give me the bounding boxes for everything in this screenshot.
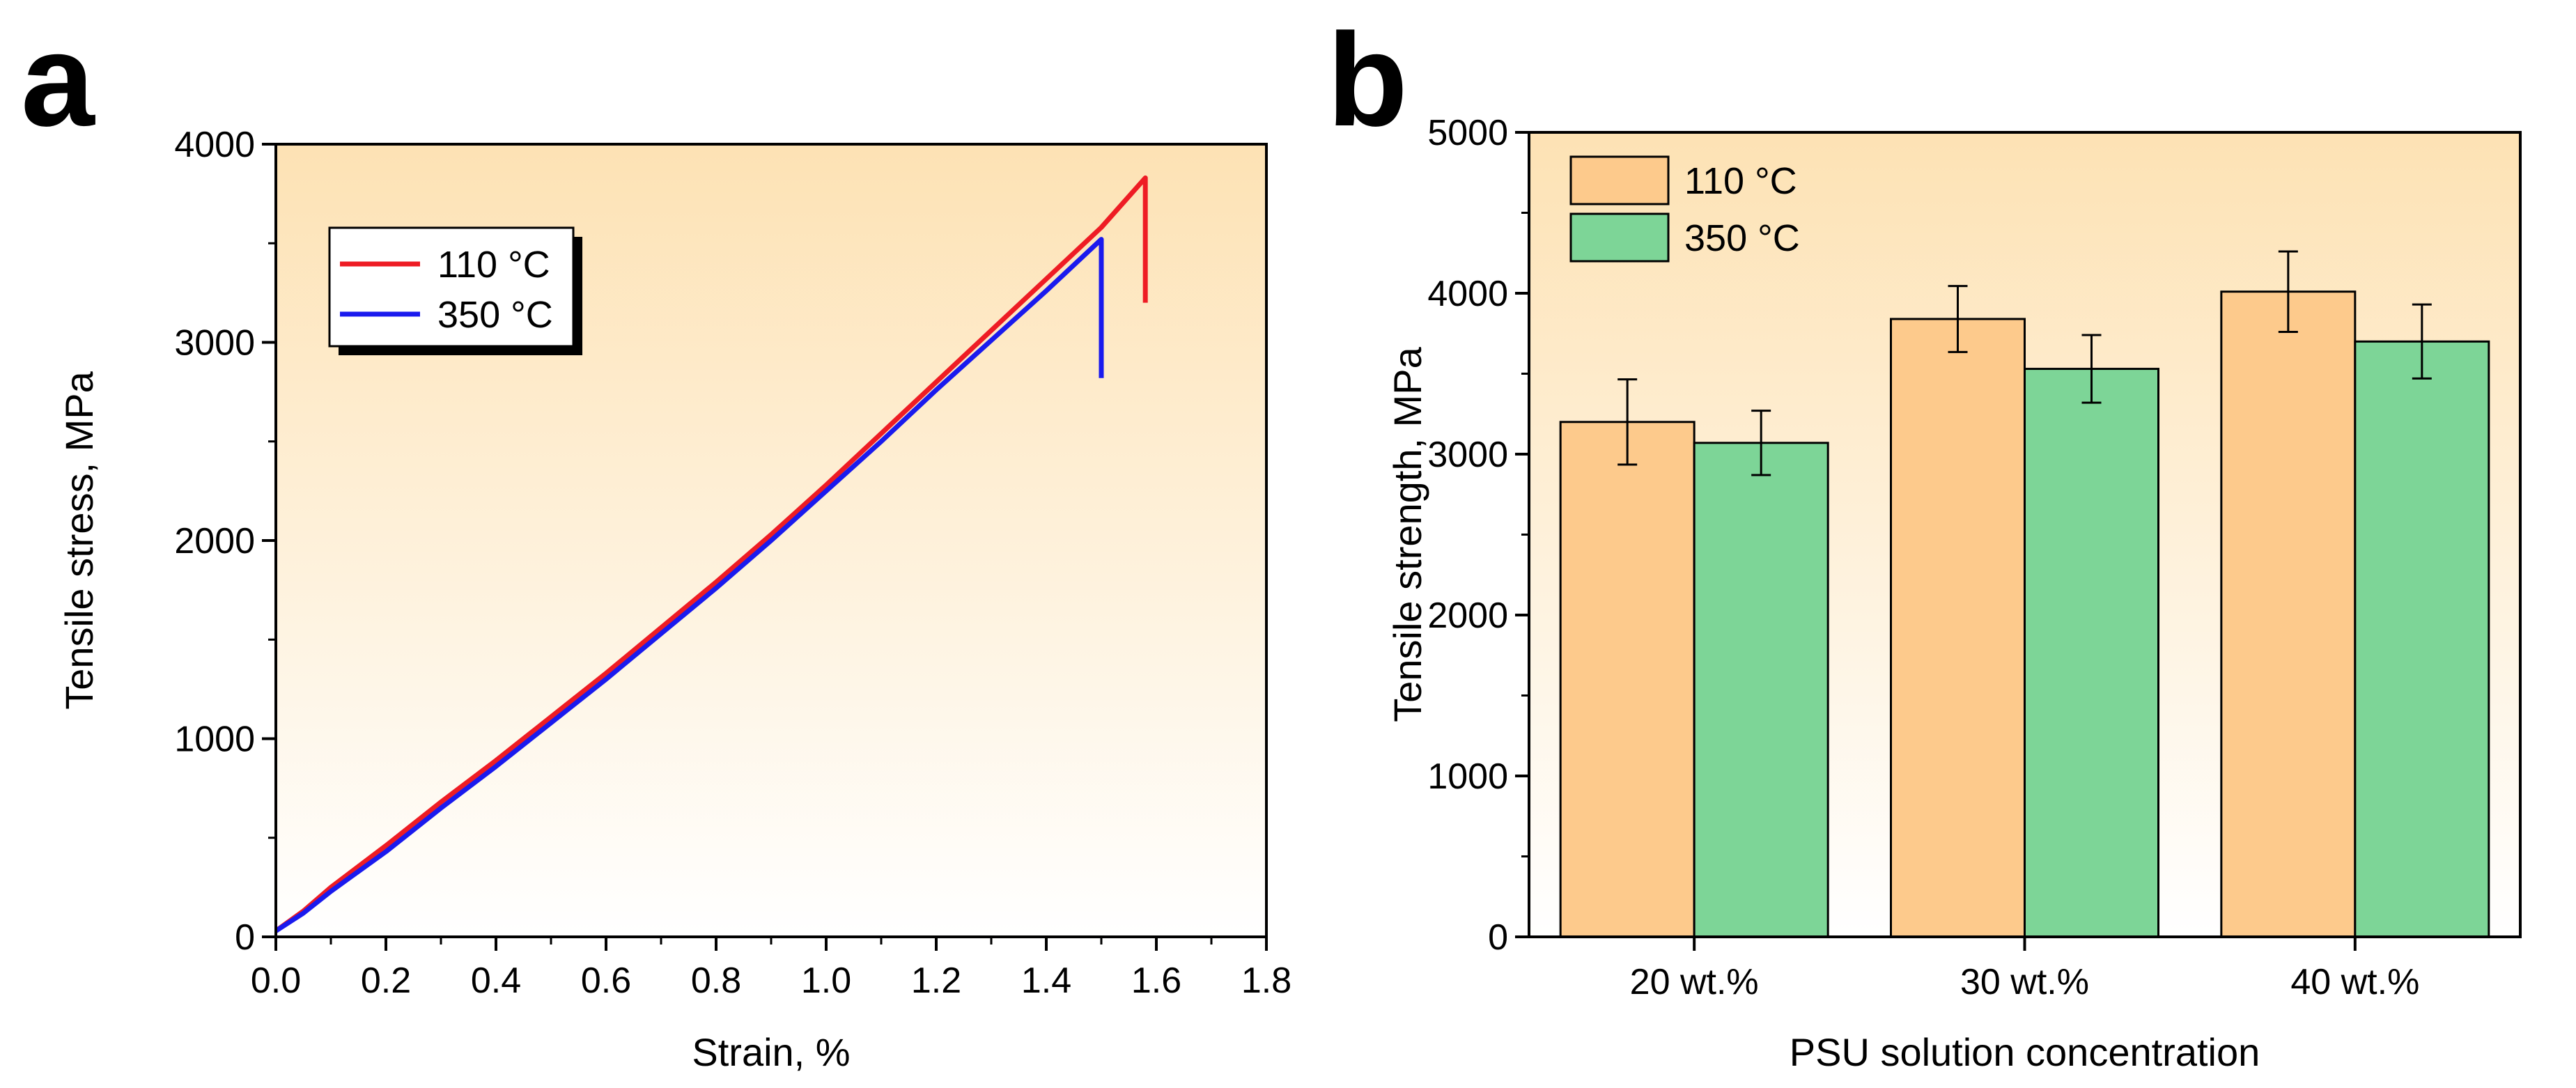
y-tick-label: 2000 xyxy=(1427,596,1508,636)
x-tick-label: 1.8 xyxy=(1241,961,1291,1001)
legend-label-2: 350 °C xyxy=(437,294,553,336)
y-tick-label: 0 xyxy=(1488,917,1508,958)
panel-b-letter: b xyxy=(1327,6,1408,154)
x-tick-label: 40 wt.% xyxy=(2290,962,2419,1002)
legend-label-1: 110 °C xyxy=(437,244,550,286)
bar-2-3 xyxy=(2354,340,2490,938)
error-bar-1-1 xyxy=(1617,378,1638,466)
error-bar-2-3 xyxy=(2412,303,2432,380)
x-tick-label: 1.4 xyxy=(1021,961,1071,1001)
error-bar-1-3 xyxy=(2278,250,2298,333)
legend-swatch-1 xyxy=(1569,155,1670,205)
x-tick-label: 0.2 xyxy=(361,961,411,1001)
panel-a-line-chart: 0.0 0.2 0.4 0.6 0.8 1.0 1.2 1.4 1.6 1.8 0 1000 2000… xyxy=(57,125,1291,1074)
bar-1-3 xyxy=(2220,290,2357,938)
panel-a-y-axis-title: Tensile stress, MPa xyxy=(57,371,101,709)
series-line-1 xyxy=(274,175,1148,933)
panel-b-x-ticks: 20 wt.% 30 wt.% 40 wt.% xyxy=(1630,937,2419,1002)
x-tick-label: 30 wt.% xyxy=(1960,962,2089,1002)
error-bar-2-2 xyxy=(2081,334,2102,404)
panel-a-legend: 110 °C 350 °C xyxy=(328,226,582,355)
x-tick-label: 1.6 xyxy=(1131,961,1181,1001)
y-tick-label: 3000 xyxy=(174,323,255,364)
panel-b-bar-chart: 20 wt.% 30 wt.% 40 wt.% 0 1000 2000 3000 4000 5… xyxy=(1386,113,2522,1074)
bar-1-1 xyxy=(1559,421,1696,938)
panel-a-letter: a xyxy=(21,6,95,154)
x-tick-label: 0.6 xyxy=(581,961,631,1001)
panel-a-x-ticks: 0.0 0.2 0.4 0.6 0.8 1.0 1.2 1.4 1.6 1.8 xyxy=(251,937,1291,1001)
series-line-2 xyxy=(274,237,1104,933)
x-tick-label: 20 wt.% xyxy=(1630,962,1759,1002)
error-bar-1-2 xyxy=(1948,285,1968,353)
y-tick-label: 2000 xyxy=(174,521,255,561)
bar-2-1 xyxy=(1693,442,1829,938)
legend-label-2: 350 °C xyxy=(1684,217,1800,259)
panel-a-series-lines xyxy=(274,175,1148,933)
panel-b-y-axis-title: Tensile strength, MPa xyxy=(1386,346,1429,722)
x-tick-label: 0.4 xyxy=(471,961,521,1001)
y-tick-label: 5000 xyxy=(1427,113,1508,153)
y-tick-label: 3000 xyxy=(1427,435,1508,475)
legend-box xyxy=(328,226,575,348)
y-tick-label: 4000 xyxy=(1427,274,1508,314)
bar-2-2 xyxy=(2024,368,2159,938)
bar-1-2 xyxy=(1890,318,2026,938)
x-tick-label: 0.8 xyxy=(691,961,741,1001)
panel-b-legend: 110 °C 350 °C xyxy=(1569,155,1800,263)
legend-label-1: 110 °C xyxy=(1684,160,1797,202)
panel-a-y-ticks: 0 1000 2000 3000 4000 xyxy=(174,125,276,958)
panel-b-bars xyxy=(1559,250,2490,938)
panel-a-x-axis-title: Strain, % xyxy=(692,1030,850,1074)
panel-b-y-ticks: 0 1000 2000 3000 4000 5000 xyxy=(1427,113,1529,958)
legend-swatch-2 xyxy=(1569,212,1670,263)
x-tick-label: 1.0 xyxy=(801,961,851,1001)
x-tick-label: 1.2 xyxy=(911,961,961,1001)
x-tick-label: 0.0 xyxy=(251,961,301,1001)
y-tick-label: 0 xyxy=(235,917,255,958)
error-bar-2-1 xyxy=(1751,410,1771,476)
y-tick-label: 1000 xyxy=(174,720,255,760)
y-tick-label: 1000 xyxy=(1427,756,1508,797)
y-tick-label: 4000 xyxy=(174,125,255,165)
panel-b-x-axis-title: PSU solution concentration xyxy=(1790,1030,2260,1074)
